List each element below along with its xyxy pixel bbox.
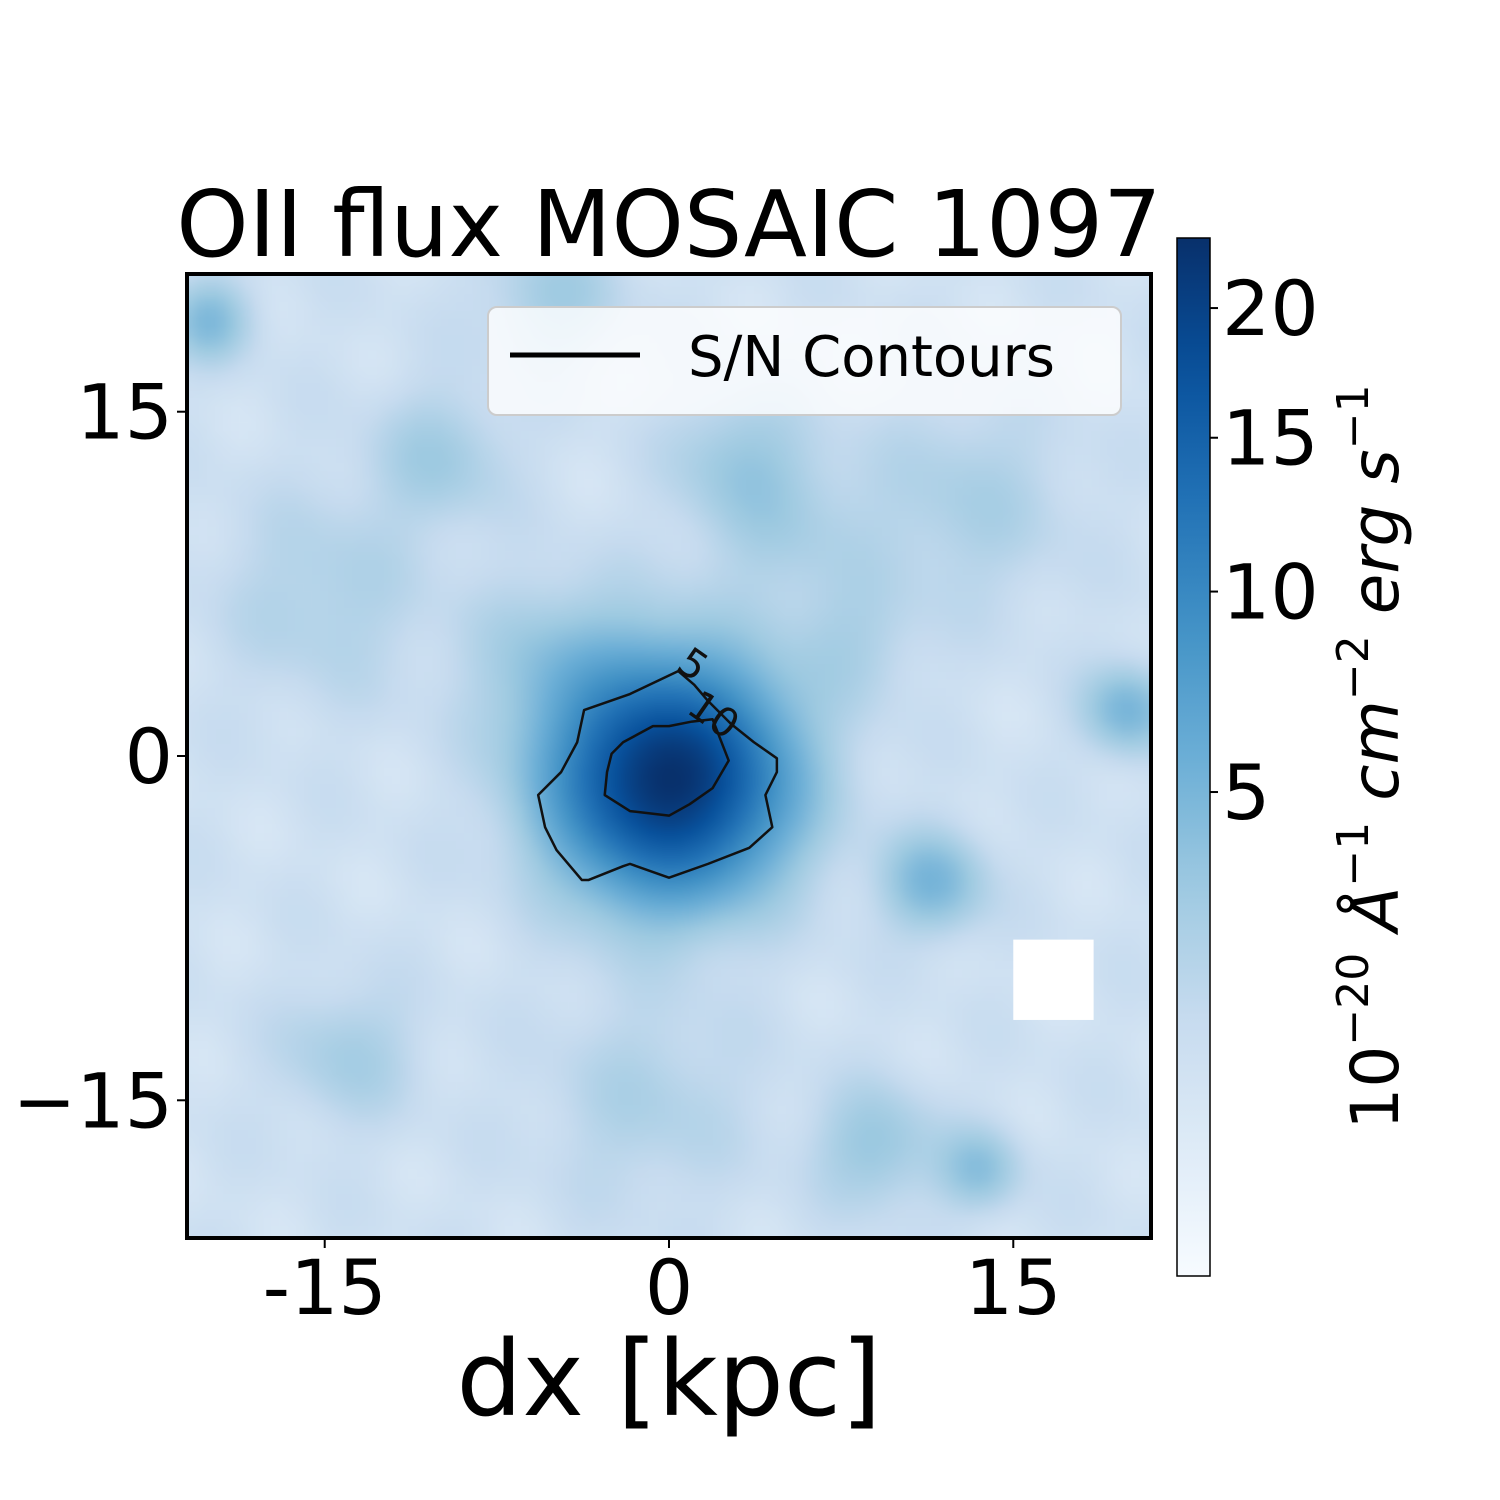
x-axis-ticks: -15 0 15 — [263, 1238, 1062, 1332]
legend-label: S/N Contours — [688, 325, 1055, 390]
x-axis-label: dx [kpc] — [456, 1318, 881, 1440]
masked-region — [1013, 939, 1094, 1020]
colorbar-tick-label: 5 — [1222, 748, 1270, 837]
legend: S/N Contours — [487, 306, 1122, 416]
x-tick-label: 15 — [965, 1243, 1062, 1332]
colorbar-tick-label: 10 — [1222, 548, 1319, 637]
colorbar-ticks: 5 10 15 20 — [1210, 264, 1319, 837]
x-tick-label: 0 — [645, 1243, 693, 1332]
contour-10 — [603, 718, 730, 817]
oii-flux-heatmap — [187, 274, 1151, 1238]
colorbar-tick-label: 20 — [1222, 264, 1319, 353]
x-tick-label: -15 — [263, 1243, 387, 1332]
chart-title: OII flux MOSAIC 1097 — [176, 171, 1161, 278]
colorbar-label: 10−20 Å−1 cm−2 erg s−1 — [1328, 384, 1414, 1129]
y-axis-ticks: 15 0 −15 — [13, 368, 187, 1145]
y-tick-label: −15 — [13, 1056, 173, 1145]
colorbar-tick-label: 15 — [1222, 394, 1319, 483]
legend-box — [487, 306, 1122, 416]
colorbar — [1176, 237, 1211, 1277]
contour-5 — [536, 669, 779, 882]
y-tick-label: 15 — [76, 368, 173, 457]
y-tick-label: 0 — [125, 712, 173, 801]
